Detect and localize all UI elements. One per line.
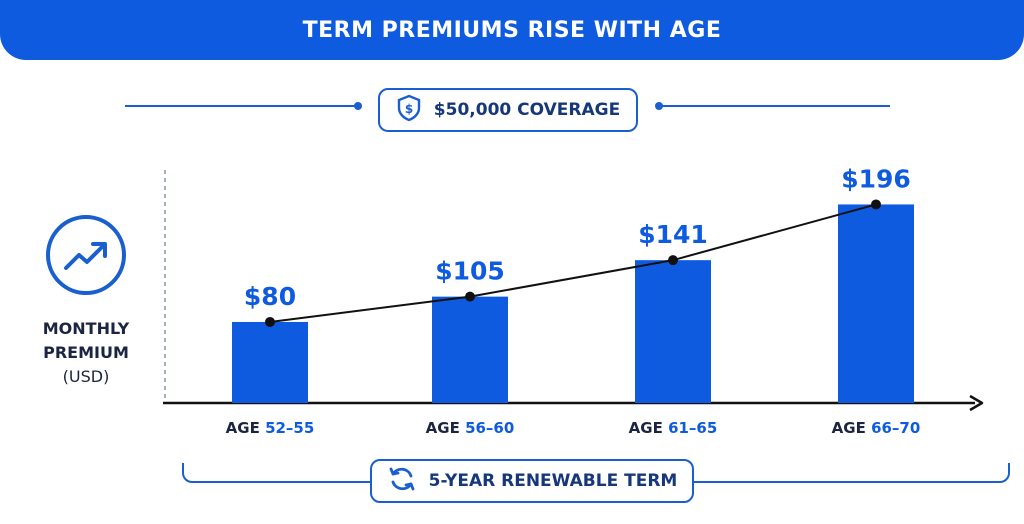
renew-cycle-icon [387, 464, 417, 499]
page-title: TERM PREMIUMS RISE WITH AGE [302, 17, 722, 43]
y-axis-label-block: MONTHLY PREMIUM (USD) [22, 215, 150, 389]
data-label: $196 [841, 164, 911, 193]
term-label: 5-YEAR RENEWABLE TERM [428, 471, 678, 491]
bar [838, 204, 914, 403]
coverage-badge: $ $50,000 COVERAGE [378, 88, 638, 132]
trend-point [465, 291, 475, 302]
x-tick-label: AGE 56–60 [426, 419, 515, 437]
bar [432, 296, 508, 403]
y-axis-title-line2: PREMIUM [43, 343, 129, 362]
bar [232, 321, 308, 403]
trend-point [668, 255, 678, 266]
x-tick-label: AGE 61–65 [629, 419, 718, 437]
trend-line [269, 203, 877, 323]
coverage-label: $50,000 COVERAGE [433, 100, 621, 120]
data-label: $141 [638, 220, 708, 249]
trending-up-icon [46, 215, 126, 295]
header-banner: TERM PREMIUMS RISE WITH AGE [0, 0, 1024, 60]
trend-point [871, 199, 881, 210]
coverage-line-left [125, 105, 357, 107]
x-axis-arrow-icon [969, 394, 984, 412]
data-label: $105 [435, 257, 505, 286]
coverage-dot-right [655, 102, 663, 110]
y-axis-title-line1: MONTHLY [42, 319, 130, 338]
coverage-dot-left [354, 102, 362, 110]
term-badge: 5-YEAR RENEWABLE TERM [370, 459, 694, 503]
bar [635, 260, 711, 403]
premium-chart: $80 $105 $141 $196 AGE 52–55 AGE 56–60 AGE 61–… [163, 164, 984, 437]
x-tick-label: AGE 66–70 [832, 419, 921, 437]
data-label: $80 [244, 282, 296, 311]
y-axis-unit: (USD) [62, 367, 110, 386]
shield-dollar-icon: $ [396, 94, 422, 127]
svg-text:$: $ [405, 102, 413, 116]
x-tick-label: AGE 52–55 [226, 419, 315, 437]
trend-point [265, 316, 275, 327]
coverage-line-right [660, 105, 890, 107]
